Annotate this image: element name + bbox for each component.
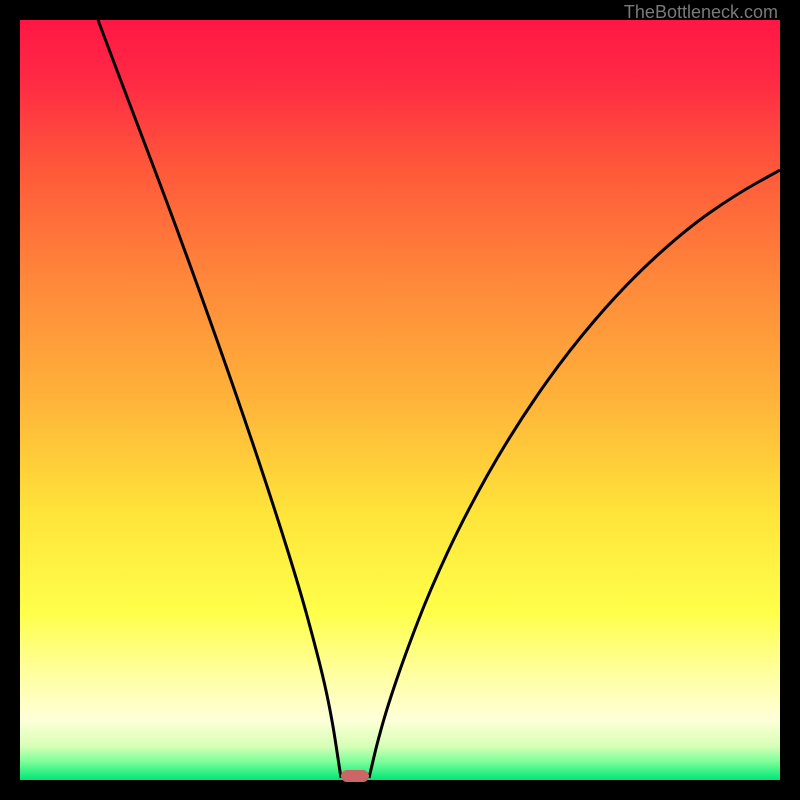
bottleneck-chart [20, 20, 780, 780]
optimal-marker [341, 770, 369, 782]
bottleneck-curve [20, 20, 780, 780]
watermark-text: TheBottleneck.com [624, 2, 778, 23]
